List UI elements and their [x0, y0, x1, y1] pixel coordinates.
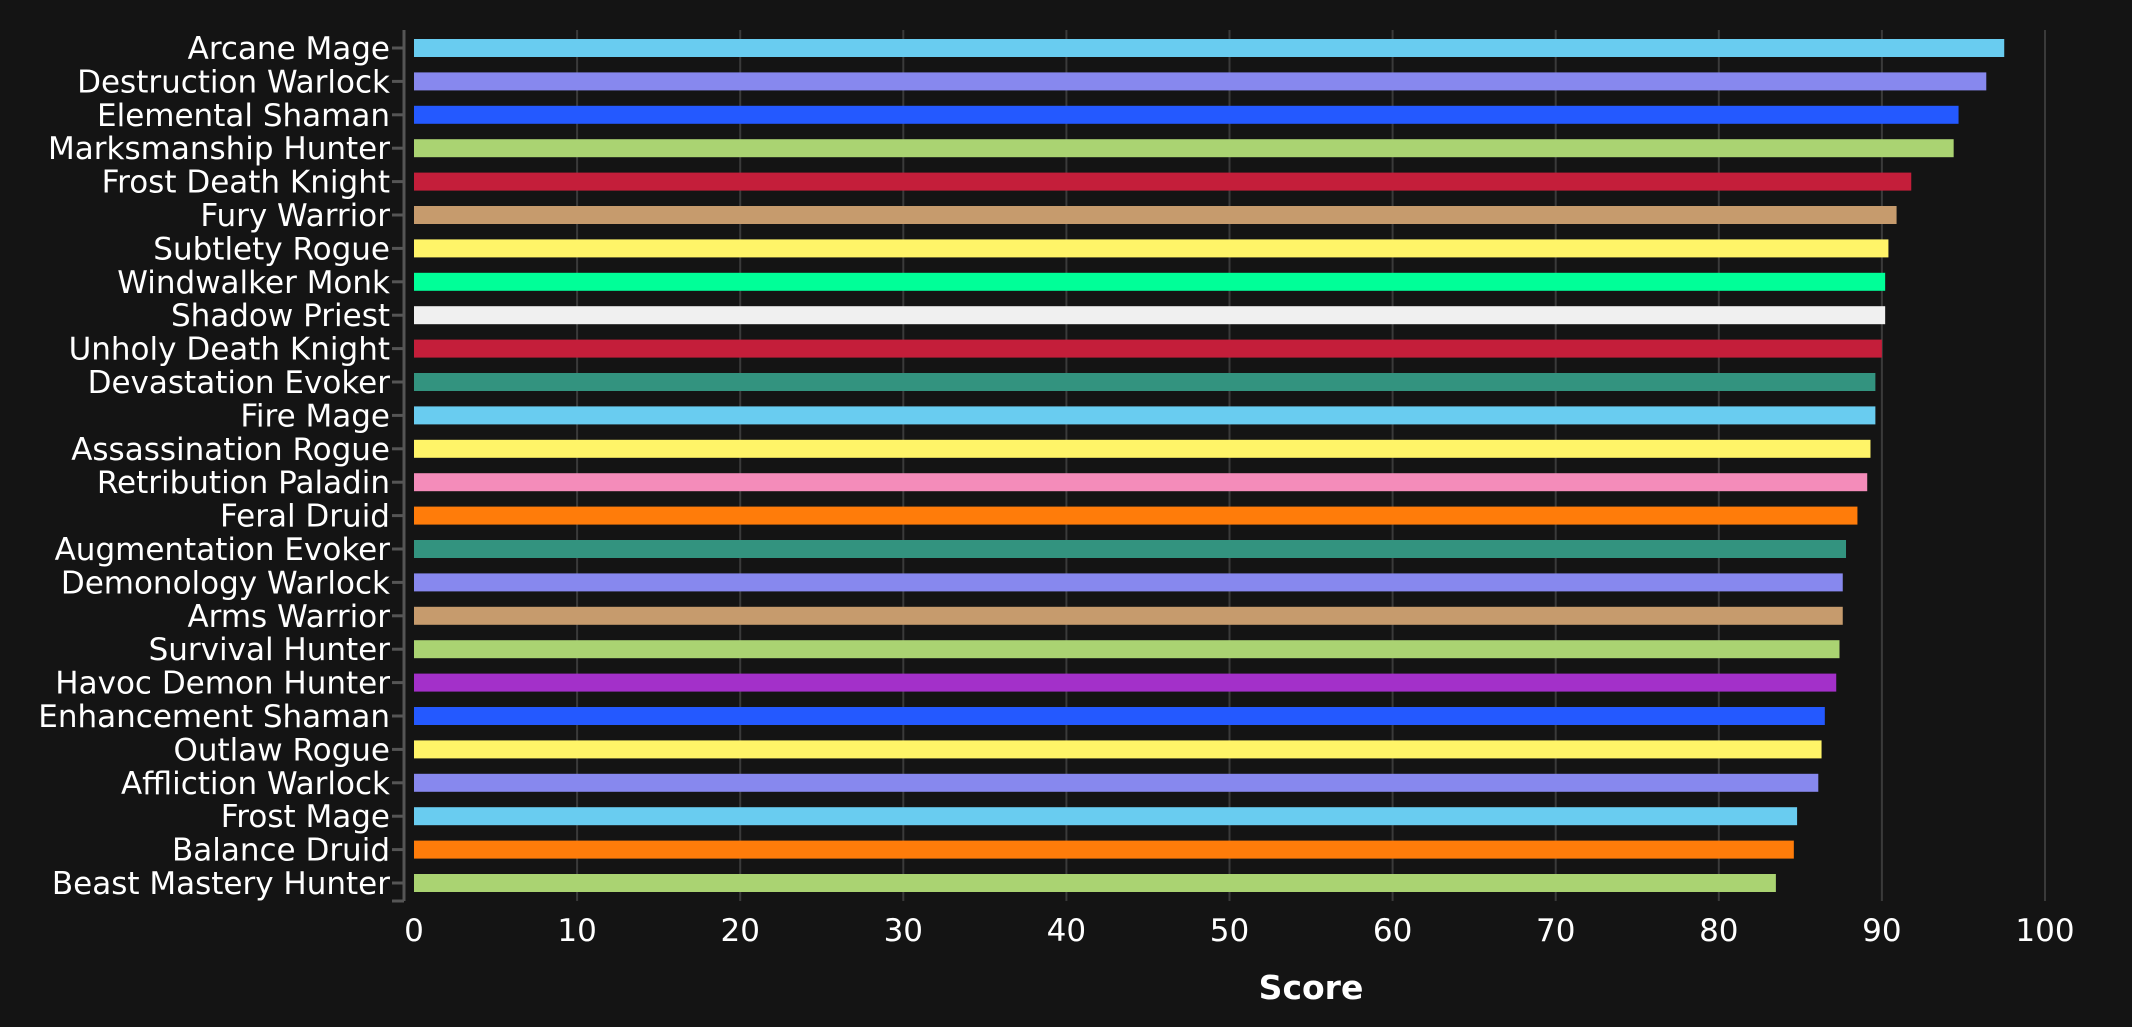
x-tick-label-10: 10 [557, 913, 596, 949]
x-tick-label-70: 70 [1536, 913, 1575, 949]
x-tick-label-20: 20 [720, 913, 759, 949]
bar-beast-mastery-hunter [414, 874, 1776, 892]
category-label-feral-druid: Feral Druid [220, 499, 390, 535]
x-tick-label-40: 40 [1047, 913, 1086, 949]
bar-elemental-shaman [414, 105, 1959, 124]
category-label-frost-death-knight: Frost Death Knight [102, 165, 390, 201]
category-label-outlaw-rogue: Outlaw Rogue [173, 732, 390, 768]
x-tick-label-30: 30 [884, 913, 923, 949]
bar-destruction-warlock [414, 72, 1987, 91]
bar-affliction-warlock [414, 773, 1819, 792]
bar-survival-hunter [414, 640, 1840, 659]
bar-fury-warrior [414, 206, 1897, 224]
bar-augmentation-evoker [414, 540, 1847, 558]
category-label-balance-druid: Balance Druid [172, 833, 390, 869]
bar-windwalker-monk [414, 272, 1886, 291]
category-label-demonology-warlock: Demonology Warlock [61, 565, 390, 601]
category-label-havoc-demon-hunter: Havoc Demon Hunter [55, 666, 390, 702]
category-label-survival-hunter: Survival Hunter [149, 632, 391, 668]
x-tick-label-60: 60 [1373, 913, 1412, 949]
category-label-destruction-warlock: Destruction Warlock [77, 64, 390, 100]
bar-feral-druid [414, 506, 1858, 525]
bar-arcane-mage [414, 39, 2005, 57]
bar-havoc-demon-hunter [414, 673, 1837, 692]
bar-frost-mage [414, 807, 1798, 826]
gridlines [576, 30, 2046, 901]
bar-shadow-priest [414, 306, 1886, 325]
category-label-marksmanship-hunter: Marksmanship Hunter [48, 131, 390, 167]
x-tick-label-100: 100 [2015, 913, 2074, 949]
category-label-enhancement-shaman: Enhancement Shaman [38, 699, 390, 735]
category-label-subtlety-rogue: Subtlety Rogue [153, 231, 390, 267]
category-label-augmentation-evoker: Augmentation Evoker [55, 532, 391, 568]
category-label-beast-mastery-hunter: Beast Mastery Hunter [52, 866, 390, 902]
category-label-affliction-warlock: Affliction Warlock [121, 766, 390, 802]
x-tick-label-80: 80 [1699, 913, 1738, 949]
category-label-assassination-rogue: Assassination Rogue [71, 432, 390, 468]
bar-unholy-death-knight [414, 339, 1882, 358]
category-label-fire-mage: Fire Mage [240, 398, 390, 434]
bars [414, 39, 2005, 892]
bar-arms-warrior [414, 606, 1843, 625]
category-label-retribution-paladin: Retribution Paladin [97, 465, 390, 501]
bar-outlaw-rogue [414, 740, 1822, 759]
bar-marksmanship-hunter [414, 139, 1954, 158]
bar-enhancement-shaman [414, 707, 1825, 725]
bar-balance-druid [414, 840, 1794, 859]
bar-demonology-warlock [414, 573, 1843, 592]
bar-devastation-evoker [414, 373, 1876, 391]
category-label-windwalker-monk: Windwalker Monk [117, 265, 390, 301]
category-label-devastation-evoker: Devastation Evoker [88, 365, 391, 401]
axes [392, 30, 406, 903]
x-axis-title: Score [1259, 968, 1364, 1007]
category-label-shadow-priest: Shadow Priest [171, 298, 390, 334]
category-label-unholy-death-knight: Unholy Death Knight [69, 332, 390, 368]
x-tick-label-50: 50 [1210, 913, 1249, 949]
category-label-fury-warrior: Fury Warrior [200, 198, 390, 234]
bar-assassination-rogue [414, 439, 1871, 458]
bar-frost-death-knight [414, 172, 1912, 191]
category-label-arms-warrior: Arms Warrior [187, 599, 390, 635]
bar-fire-mage [414, 406, 1876, 425]
x-tick-label-0: 0 [404, 913, 424, 949]
x-tick-labels: 0 10 20 30 40 50 60 70 80 90 100 [404, 913, 2074, 949]
bar-retribution-paladin [414, 473, 1868, 492]
category-label-elemental-shaman: Elemental Shaman [97, 98, 390, 134]
category-label-frost-mage: Frost Mage [221, 799, 390, 835]
category-label-arcane-mage: Arcane Mage [188, 31, 390, 67]
x-tick-label-90: 90 [1862, 913, 1901, 949]
bar-subtlety-rogue [414, 239, 1889, 258]
